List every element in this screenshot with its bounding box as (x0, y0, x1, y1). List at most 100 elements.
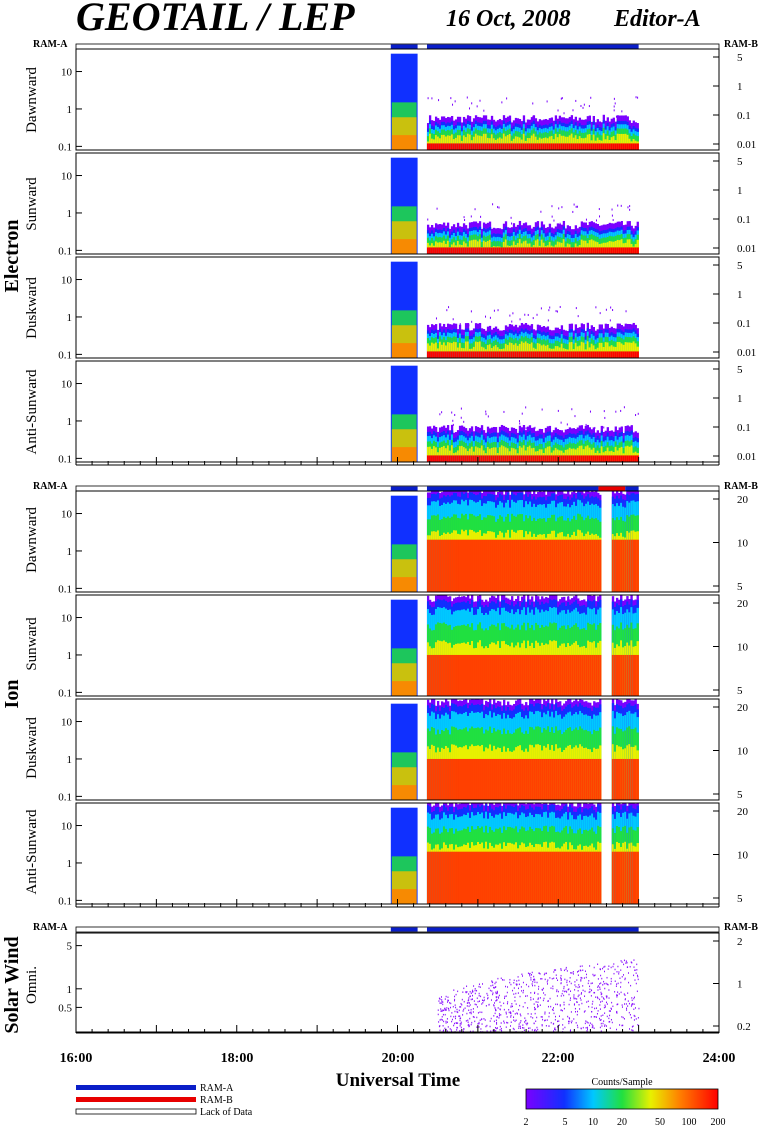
spectrogram-cell (512, 448, 516, 462)
right-tick-label: 1 (737, 185, 743, 197)
spectrogram-cell (590, 247, 594, 254)
spectrogram-cell (560, 455, 564, 462)
spectrogram-cell (592, 447, 595, 462)
spectrogram-cell (540, 247, 544, 254)
spectrogram-speck (498, 206, 500, 209)
spectrogram-speck (571, 408, 573, 411)
spectrogram-cell (507, 851, 510, 904)
spectrogram-speck (463, 420, 465, 423)
spectrogram-cell (589, 758, 592, 800)
spectrogram-cell (538, 351, 542, 358)
spectrogram-cell (628, 239, 631, 254)
spectrogram-cell (440, 539, 444, 592)
spectrogram-cell (448, 654, 452, 696)
spectrogram-cell (488, 239, 492, 254)
spectrogram-cell (436, 758, 440, 800)
spectrogram-speck (510, 216, 512, 219)
spectrogram-cell (456, 351, 460, 358)
spectrogram-cell (634, 343, 637, 358)
spectrogram-cell (483, 851, 486, 904)
spectrogram-cell (579, 539, 582, 592)
spectrogram-cell (618, 758, 621, 800)
spectrogram-cell (480, 445, 484, 462)
spectrogram-cell (515, 758, 518, 800)
spectrogram-cell (616, 341, 619, 358)
spectrogram-cell (547, 539, 550, 592)
spectrogram-cell (488, 143, 492, 150)
spectrogram-cell (481, 758, 484, 800)
spectrogram-speck (551, 215, 553, 218)
spectrogram-cell (486, 351, 490, 358)
spectrogram-cell (501, 851, 504, 904)
spectrogram-cell (620, 455, 623, 462)
spectrogram-cell (438, 447, 442, 462)
ram-a-label: RAM-A (33, 922, 68, 933)
spectrogram-speck (479, 99, 481, 102)
spectrogram-cell (578, 143, 582, 150)
spectrogram-cell (432, 446, 436, 462)
right-tick-label: 5 (737, 52, 743, 64)
spectrogram-cell (444, 136, 448, 150)
spectrogram-cell (438, 654, 442, 696)
spectrogram-cell (550, 135, 554, 150)
spectrogram-cell (600, 351, 603, 358)
spectrogram-cell (587, 654, 590, 696)
spectrogram-cell (620, 143, 623, 150)
spectrogram-cell (577, 654, 580, 696)
spectrogram-cell (464, 351, 468, 358)
spectrogram-cell (636, 247, 639, 254)
spectrogram-cell (498, 455, 502, 462)
spectrogram-cell (570, 448, 574, 462)
spectrogram-cell (475, 539, 478, 592)
x-tick-label: 20:00 (382, 1051, 415, 1066)
spectrogram-cell (556, 143, 560, 150)
spectrogram-cell (493, 851, 496, 904)
spectrogram-cell (458, 539, 462, 592)
spectrogram-cell (517, 758, 520, 800)
spectrogram-cell (522, 342, 526, 358)
right-tick-label: 5 (737, 156, 743, 168)
spectrogram-cell (594, 247, 597, 254)
spectrogram-cell (522, 143, 526, 150)
spectrogram-cell (590, 351, 594, 358)
spectrogram-cell (446, 445, 450, 462)
spectrogram-cell (611, 758, 615, 800)
spectrogram-cell (501, 539, 504, 592)
spectrogram-cell (606, 143, 609, 150)
spectrogram-cell (542, 455, 546, 462)
spectrogram-cell (527, 654, 530, 696)
spectrogram-cell (543, 539, 546, 592)
spectrogram-cell (630, 455, 633, 462)
spectrogram-cell (486, 143, 490, 150)
panel-frame (75, 152, 720, 255)
spectrogram-cell (499, 851, 502, 904)
spectrogram-cell (522, 247, 526, 254)
spectrogram-cell (491, 654, 494, 696)
spectrogram-cell (562, 351, 566, 358)
spectrogram-cell (460, 455, 464, 462)
spectrogram-cell (566, 247, 570, 254)
spectrogram-cell (434, 143, 438, 150)
spectrogram-cell (452, 247, 456, 254)
spectrogram-cell (540, 143, 544, 150)
spectrogram-cell (442, 240, 446, 254)
spectrogram-speck (611, 208, 613, 211)
spectrogram-cell (604, 247, 607, 254)
spectrogram-speck (483, 109, 485, 112)
spectrogram-cell (527, 758, 530, 800)
spectrogram-speck (521, 412, 523, 415)
spectrogram-cell (595, 758, 598, 800)
spectrogram-cell (586, 247, 590, 254)
spectrogram-cell (561, 758, 564, 800)
spectrogram-cell (591, 539, 594, 592)
spectrogram-cell (448, 135, 452, 150)
right-tick-label: 0.1 (737, 318, 751, 330)
spectrogram-cell (515, 654, 518, 696)
spectrogram-cell (434, 342, 438, 358)
spectrogram-cell (614, 247, 617, 254)
spectrogram-cell (474, 247, 478, 254)
y-tick-label: 1 (67, 754, 73, 766)
spectrogram-cell (566, 136, 570, 150)
spectrogram-cell (569, 654, 572, 696)
spectrogram-cell (556, 351, 560, 358)
